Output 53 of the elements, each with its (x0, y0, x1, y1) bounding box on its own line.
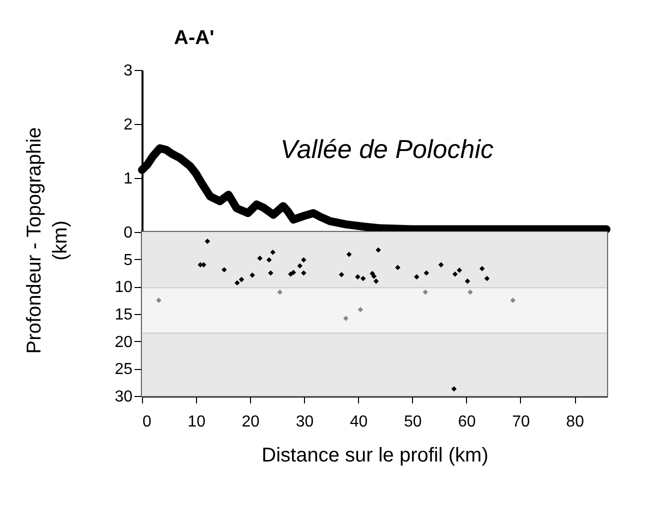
point (257, 256, 263, 261)
point (156, 298, 162, 303)
point (456, 268, 462, 273)
point (266, 257, 272, 263)
y-tick-label: 3 (124, 62, 133, 80)
point (346, 252, 352, 258)
point (355, 274, 360, 280)
point (301, 257, 306, 263)
point (451, 386, 457, 392)
point (238, 276, 244, 282)
point (468, 289, 473, 295)
point (204, 238, 210, 244)
y-tick-label: 20 (114, 334, 133, 351)
point (422, 289, 428, 295)
x-tick-label: 60 (458, 414, 476, 430)
x-tick-label: 30 (296, 414, 314, 430)
point (297, 263, 303, 269)
point (290, 270, 296, 276)
point (250, 272, 255, 278)
y-tick-label: 0 (124, 224, 133, 242)
point (373, 278, 379, 284)
point (360, 276, 366, 282)
point (452, 271, 458, 277)
point (484, 276, 490, 282)
point (234, 280, 240, 286)
point (343, 316, 348, 322)
point (358, 306, 364, 312)
y-tick-label: 25 (114, 361, 133, 378)
y-tick-label: 15 (114, 306, 133, 324)
x-tick-label: 70 (512, 414, 530, 430)
y-axis-title: Profondeur - Topographie (km) (24, 127, 72, 354)
point (414, 274, 420, 280)
x-tick-label: 80 (566, 414, 584, 430)
point (222, 267, 227, 272)
point (338, 272, 344, 278)
point (277, 289, 283, 295)
y-tick-label: 5 (124, 252, 133, 269)
y-tick-label: 30 (114, 388, 133, 406)
y-tick-label: 10 (114, 279, 133, 296)
point (270, 250, 276, 255)
chart-title: A-A' (174, 27, 214, 49)
x-tick-label: 20 (242, 414, 260, 430)
x-tick-label: 10 (188, 414, 206, 430)
y-tick-label: 2 (124, 116, 133, 134)
point (479, 266, 485, 272)
y-tick-label: 1 (124, 170, 133, 188)
x-axis-title: Distance sur le profil (km) (262, 444, 488, 466)
annotation: Vallée de Polochic (280, 134, 494, 164)
x-tick-label: 0 (142, 414, 152, 430)
x-tick-label: 40 (350, 414, 368, 430)
point (510, 298, 516, 303)
x-tick-label: 50 (404, 414, 422, 430)
point (424, 270, 430, 276)
